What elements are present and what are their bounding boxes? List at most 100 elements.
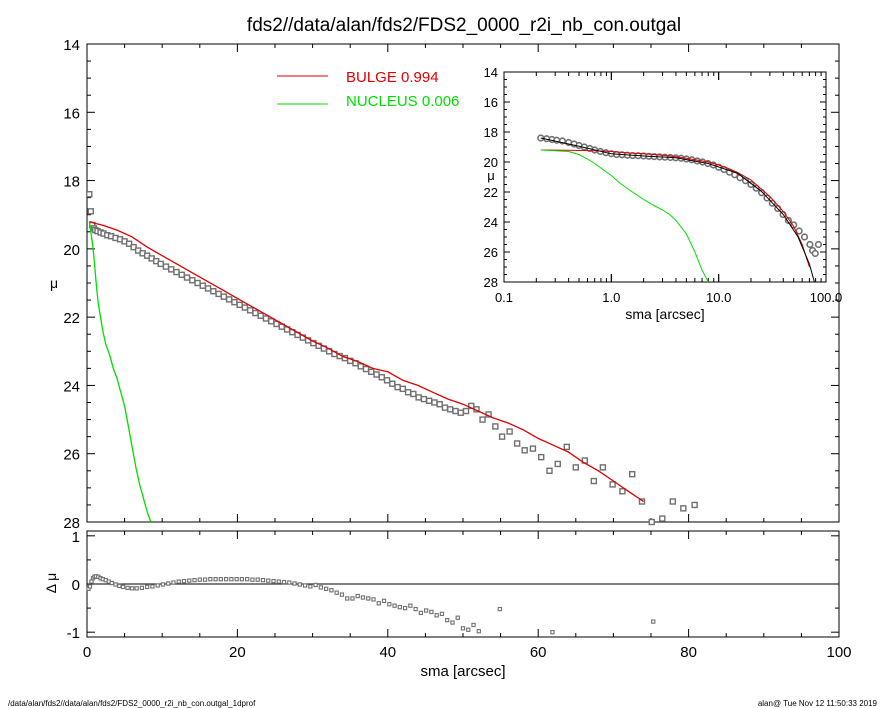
main-data-point <box>691 501 698 509</box>
residual-data-series <box>86 574 656 635</box>
main-data-point <box>436 401 443 408</box>
residual-data-point <box>155 583 160 588</box>
inset-y-tick-label: 14 <box>484 65 498 80</box>
inset-data-point <box>747 180 755 189</box>
main-data-point <box>389 380 396 387</box>
residual-data-point <box>255 577 260 582</box>
main-data-point <box>168 266 175 273</box>
residual-data-point <box>192 577 197 583</box>
residual-y-tick-label: 0 <box>72 577 80 594</box>
main-data-point <box>225 296 233 303</box>
residual-data-point <box>281 579 287 585</box>
main-data-point <box>362 365 370 373</box>
main-y-tick-label: 18 <box>63 174 80 191</box>
main-data-point <box>373 371 380 378</box>
main-data-point <box>404 389 412 396</box>
residual-data-point <box>402 605 408 611</box>
main-data-point <box>554 460 561 468</box>
inset-nucleus-line <box>540 149 709 283</box>
main-y-axis-label: μ <box>50 275 58 291</box>
main-data-point <box>415 394 422 401</box>
residual-x-axis-label: sma [arcsec] <box>420 663 505 680</box>
residual-x-tick-label: 20 <box>229 644 246 661</box>
residual-data-point <box>439 611 445 617</box>
residual-x-tick-label: 60 <box>530 644 547 661</box>
inset-model-line <box>540 137 815 283</box>
main-data-point <box>215 290 222 298</box>
main-data-point <box>130 243 137 251</box>
legend: BULGE 0.994 NUCLEUS 0.006 <box>277 69 459 110</box>
main-data-point <box>431 399 438 406</box>
main-bulge-line <box>89 220 644 503</box>
main-y-tick-label: 22 <box>63 310 80 327</box>
main-data-point <box>609 481 616 488</box>
inset-data-point <box>814 240 823 249</box>
inset-data-series <box>537 134 823 283</box>
residual-data-point <box>181 578 187 584</box>
residual-data-point <box>381 598 387 604</box>
inset-bulge-line <box>540 149 810 268</box>
residual-data-point <box>125 585 130 591</box>
residual-data-point <box>271 578 276 584</box>
main-data-point <box>178 271 185 279</box>
residual-data-point <box>223 577 229 582</box>
residual-x-tick-label: 0 <box>83 644 91 661</box>
residual-x-tick-label: 40 <box>379 644 396 661</box>
residual-data-point <box>134 586 139 591</box>
residual-data-point <box>366 596 371 601</box>
footer-timestamp: alan@ Tue Nov 12 11:50:33 2019 <box>758 699 878 708</box>
main-data-point <box>659 515 666 522</box>
main-data-point <box>87 208 94 215</box>
main-data-point <box>241 304 249 311</box>
inset-profile-panel: 14 16 18 20 22 24 26 280.1 1.0 10.0 100.0 μ sma [a… <box>484 65 843 322</box>
footer-file-path: /data/alan/fds2//data/alan/fds2/FDS2_000… <box>8 699 256 708</box>
residual-data-point <box>350 596 355 601</box>
main-data-point <box>194 279 201 287</box>
residual-data-point <box>424 608 429 613</box>
main-data-point <box>220 293 228 300</box>
inset-tick-marks <box>503 71 827 283</box>
main-data-point <box>394 383 401 391</box>
inset-data-point <box>784 216 793 225</box>
inset-data-point <box>736 174 744 182</box>
residual-data-point <box>455 615 460 620</box>
residual-data-point <box>234 577 239 582</box>
residual-data-point <box>308 584 313 589</box>
main-data-point <box>378 374 385 381</box>
main-data-point <box>368 368 375 375</box>
main-data-point <box>199 282 207 289</box>
residual-data-point <box>250 577 255 582</box>
residual-data-point <box>176 579 181 584</box>
main-y-tick-label: 14 <box>63 37 80 54</box>
main-data-point <box>521 447 528 454</box>
main-data-point <box>383 377 391 384</box>
main-data-point <box>210 287 217 295</box>
residual-data-point <box>87 584 93 589</box>
residual-data-point <box>418 610 424 616</box>
main-data-point <box>262 315 270 322</box>
main-data-point <box>648 518 655 526</box>
inset-tick-labels: 14 16 18 20 22 24 26 280.1 1.0 10.0 100.0 <box>484 65 843 305</box>
inset-x-axis-label: sma [arcsec] <box>625 306 704 322</box>
main-data-point <box>599 464 607 471</box>
residual-data-point <box>229 577 234 582</box>
residual-data-point <box>345 596 350 601</box>
residual-data-point <box>392 603 397 608</box>
main-tick-marks <box>86 43 840 523</box>
main-data-point <box>399 385 407 393</box>
main-y-tick-label: 28 <box>63 515 80 532</box>
main-data-point <box>462 407 470 415</box>
residual-data-point <box>292 581 297 586</box>
residual-data-point <box>89 579 94 584</box>
main-data-point <box>538 453 545 461</box>
main-data-point <box>86 191 93 198</box>
main-data-point <box>629 471 636 478</box>
main-data-point <box>204 285 212 292</box>
residual-data-point <box>145 584 150 590</box>
inset-y-tick-label: 22 <box>484 185 498 200</box>
residual-data-point <box>239 577 245 582</box>
main-data-point <box>680 505 687 512</box>
main-data-point <box>479 416 486 423</box>
main-data-point <box>357 363 364 370</box>
inset-y-tick-label: 24 <box>484 215 498 230</box>
